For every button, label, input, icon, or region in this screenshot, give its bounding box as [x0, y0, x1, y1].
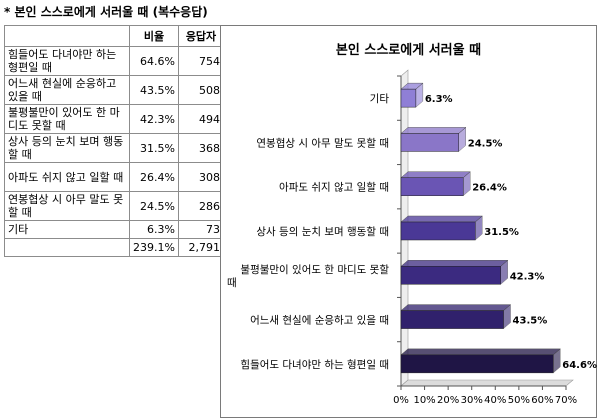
- table-row: 불평불만이 있어도 한 마디도 못할 때 42.3% 494: [4, 104, 224, 134]
- table-cell-label: 기타: [4, 220, 130, 239]
- bar-top: [400, 171, 471, 178]
- table-row: 연봉협상 시 아무 말도 못할 때 24.5% 286: [4, 191, 224, 221]
- x-tick-label: 10%: [413, 395, 435, 406]
- table-row: 힘들어도 다녀야만 하는 형편일 때 64.6% 754: [4, 46, 224, 76]
- data-label: 24.5%: [468, 138, 503, 149]
- bar-top: [400, 127, 467, 134]
- table-cell-count: 308: [178, 162, 224, 192]
- table-cell-count: 508: [178, 75, 224, 105]
- x-tick-label: 70%: [555, 395, 577, 406]
- table-total-label: [4, 238, 130, 257]
- data-label: 6.3%: [425, 94, 453, 105]
- chart-title: 본인 스스로에게 서러울 때: [335, 43, 482, 58]
- x-tick-label: 50%: [508, 395, 530, 406]
- table-cell-count: 286: [178, 191, 224, 221]
- table-cell-ratio: 26.4%: [129, 162, 179, 192]
- category-label: 기타: [370, 93, 390, 105]
- table-header-ratio: 비율: [129, 25, 179, 47]
- table-total-count: 2,791: [178, 238, 224, 257]
- bar-top: [400, 215, 483, 223]
- table-cell-count: 368: [178, 133, 224, 163]
- data-label: 31.5%: [484, 227, 519, 238]
- bar-chart: 0% 10% 20% 30% 40% 50% 60% 70% 6.3% 기타 24.5% 연봉협상 시…: [227, 69, 597, 406]
- table-cell-count: 494: [178, 104, 224, 134]
- category-label: 불평불만이 있어도 한 마디도 못할 때: [227, 264, 389, 289]
- bar-top: [400, 348, 561, 356]
- table-cell-label: 어느새 현실에 순응하고 있을 때: [4, 75, 130, 105]
- table-row: 상사 등의 눈치 보며 행동할 때 31.5% 368: [4, 133, 224, 163]
- x-tick-label: 30%: [461, 395, 483, 406]
- table-row: 어느새 현실에 순응하고 있을 때 43.5% 508: [4, 75, 224, 105]
- table-cell-count: 754: [178, 46, 224, 76]
- bar: [400, 221, 476, 241]
- category-label: 힘들어도 다녀야만 하는 형편일 때: [240, 358, 389, 371]
- bar-top: [400, 260, 509, 267]
- table-cell-label: 아파도 쉬지 않고 일할 때: [4, 162, 130, 192]
- x-tick-label: 40%: [484, 395, 506, 406]
- category-label: 상사 등의 눈치 보며 행동할 때: [256, 226, 389, 238]
- data-table: 비율 응답자 힘들어도 다녀야만 하는 형편일 때 64.6% 754 어느새 …: [4, 25, 224, 257]
- bar: [400, 310, 504, 329]
- data-label: 42.3%: [510, 271, 545, 282]
- bar: [400, 133, 459, 152]
- page-title: * 본인 스스로에게 서러울 때 (복수응답): [4, 5, 208, 19]
- data-label: 64.6%: [562, 360, 597, 371]
- table-header-respondents: 응답자: [178, 25, 224, 47]
- data-label: 26.4%: [472, 183, 507, 194]
- axis-floor: [400, 379, 574, 387]
- table-cell-ratio: 64.6%: [129, 46, 179, 76]
- data-label: 43.5%: [513, 316, 548, 327]
- table-cell-label: 연봉협상 시 아무 말도 못할 때: [4, 191, 130, 221]
- table-cell-count: 73: [178, 220, 224, 239]
- table-total-ratio: 239.1%: [129, 238, 179, 257]
- category-label: 아파도 쉬지 않고 일할 때: [279, 181, 389, 194]
- table-row: 기타 6.3% 73: [4, 220, 224, 239]
- category-label: 어느새 현실에 순응하고 있을 때: [250, 314, 389, 327]
- chart-panel: 본인 스스로에게 서러울 때 0% 10% 20% 30% 40% 50% 60% 70% 6.…: [220, 25, 597, 418]
- table-cell-ratio: 43.5%: [129, 75, 179, 105]
- table-cell-label: 힘들어도 다녀야만 하는 형편일 때: [4, 46, 130, 76]
- bar: [400, 177, 464, 196]
- category-label: 연봉협상 시 아무 말도 못할 때: [256, 136, 389, 149]
- x-tick-label: 0%: [393, 395, 409, 406]
- table-row: 아파도 쉬지 않고 일할 때 26.4% 308: [4, 162, 224, 192]
- bar: [400, 88, 417, 108]
- table-cell-ratio: 6.3%: [129, 220, 179, 239]
- table-cell-ratio: 42.3%: [129, 104, 179, 134]
- table-header-blank: [4, 25, 130, 47]
- bar: [400, 266, 501, 285]
- table-cell-label: 상사 등의 눈치 보며 행동할 때: [4, 133, 130, 163]
- bar-top: [400, 304, 512, 311]
- x-tick-label: 20%: [437, 395, 459, 406]
- table-cell-ratio: 24.5%: [129, 191, 179, 221]
- table-cell-label: 불평불만이 있어도 한 마디도 못할 때: [4, 104, 130, 134]
- table-cell-ratio: 31.5%: [129, 133, 179, 163]
- table-total-row: 239.1% 2,791: [4, 238, 224, 257]
- x-tick-label: 60%: [531, 395, 553, 406]
- bar: [400, 354, 554, 374]
